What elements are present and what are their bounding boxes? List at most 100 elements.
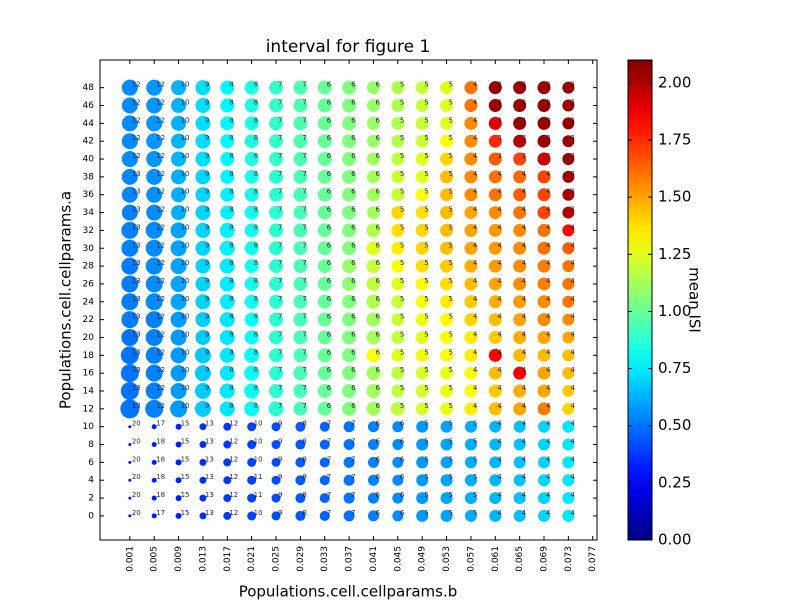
point-label: 12 — [156, 223, 165, 231]
point-label: 6 — [327, 206, 332, 214]
data-point — [145, 257, 163, 275]
data-point — [513, 330, 527, 344]
point-label: 5 — [449, 455, 453, 463]
data-point — [293, 187, 308, 202]
point-label: 6 — [327, 152, 332, 160]
y-tick-label: 6 — [88, 458, 94, 468]
data-point — [269, 205, 284, 220]
data-point — [175, 459, 182, 466]
point-label: 7 — [278, 277, 282, 285]
point-label: 13 — [132, 384, 141, 392]
point-label: 5 — [473, 473, 477, 481]
data-point — [171, 80, 187, 96]
point-label: 5 — [473, 491, 477, 499]
data-point — [513, 366, 527, 380]
point-label: 4 — [473, 188, 478, 196]
y-tick-label: 14 — [83, 387, 95, 397]
data-point — [415, 259, 429, 273]
point-label: 4 — [473, 116, 478, 124]
data-point — [513, 206, 527, 220]
data-point — [220, 152, 235, 167]
point-label: 5 — [400, 152, 404, 160]
point-label: 5 — [400, 295, 404, 303]
data-point — [464, 474, 477, 487]
data-point — [488, 348, 502, 362]
point-label: 9 — [278, 455, 282, 463]
point-label: 5 — [424, 81, 428, 89]
point-label: 6 — [375, 223, 380, 231]
point-label: 4 — [570, 491, 575, 499]
data-point — [562, 313, 575, 326]
point-label: 6 — [351, 295, 356, 303]
point-label: 4 — [570, 402, 575, 410]
point-label: 4 — [546, 223, 551, 231]
point-label: 15 — [181, 455, 190, 463]
point-label: 6 — [375, 188, 380, 196]
point-label: 4 — [473, 384, 478, 392]
data-point — [391, 99, 405, 113]
point-label: 9 — [205, 330, 209, 338]
point-label: 4 — [497, 223, 502, 231]
data-point — [293, 348, 308, 363]
point-label: 7 — [327, 491, 331, 499]
point-label: 13 — [132, 170, 141, 178]
data-point — [537, 188, 551, 202]
point-label: 10 — [181, 366, 190, 374]
data-point — [343, 421, 355, 433]
data-point — [366, 276, 381, 291]
data-point — [440, 134, 454, 148]
point-label: 8 — [254, 348, 258, 356]
point-label: 4 — [546, 295, 551, 303]
data-point — [464, 241, 478, 255]
point-label: 4 — [473, 223, 478, 231]
data-point — [366, 241, 381, 256]
data-point — [195, 115, 211, 131]
point-label: 6 — [327, 366, 332, 374]
point-label: 12 — [156, 313, 165, 321]
data-point — [513, 313, 527, 327]
point-label: 8 — [229, 116, 233, 124]
x-axis-label: Populations.cell.cellparams.b — [239, 583, 458, 600]
point-label: 17 — [156, 509, 165, 517]
point-label: 12 — [132, 116, 141, 124]
data-point — [513, 348, 527, 362]
data-point — [488, 223, 502, 237]
point-label: 12 — [132, 81, 141, 89]
data-point — [440, 241, 454, 255]
point-label: 6 — [351, 223, 356, 231]
point-label: 8 — [229, 366, 233, 374]
point-label: 8 — [302, 455, 306, 463]
point-label: 8 — [254, 295, 258, 303]
data-point — [513, 402, 527, 416]
data-point — [488, 99, 502, 113]
data-point — [391, 277, 405, 291]
point-label: 10 — [181, 259, 190, 267]
data-point — [244, 98, 259, 113]
data-point — [537, 223, 551, 237]
point-label: 8 — [229, 134, 233, 142]
data-point — [269, 80, 284, 95]
data-point — [195, 151, 211, 167]
data-point — [317, 223, 332, 238]
data-point — [151, 477, 157, 483]
data-point — [537, 295, 551, 309]
point-label: 12 — [156, 402, 165, 410]
data-point — [391, 295, 405, 309]
data-point — [366, 81, 380, 95]
point-label: 6 — [327, 384, 332, 392]
data-point — [391, 206, 405, 220]
data-point — [247, 422, 257, 432]
point-label: 5 — [424, 241, 428, 249]
data-point — [293, 330, 308, 345]
point-label: 4 — [570, 295, 575, 303]
data-point — [146, 186, 163, 203]
data-point — [464, 259, 478, 273]
data-point — [464, 402, 478, 416]
data-point — [293, 152, 308, 167]
data-point — [342, 276, 357, 291]
data-point — [244, 276, 259, 291]
data-point — [440, 259, 454, 273]
point-label: 4 — [546, 420, 551, 428]
point-label: 12 — [132, 152, 141, 160]
data-point — [513, 295, 527, 309]
